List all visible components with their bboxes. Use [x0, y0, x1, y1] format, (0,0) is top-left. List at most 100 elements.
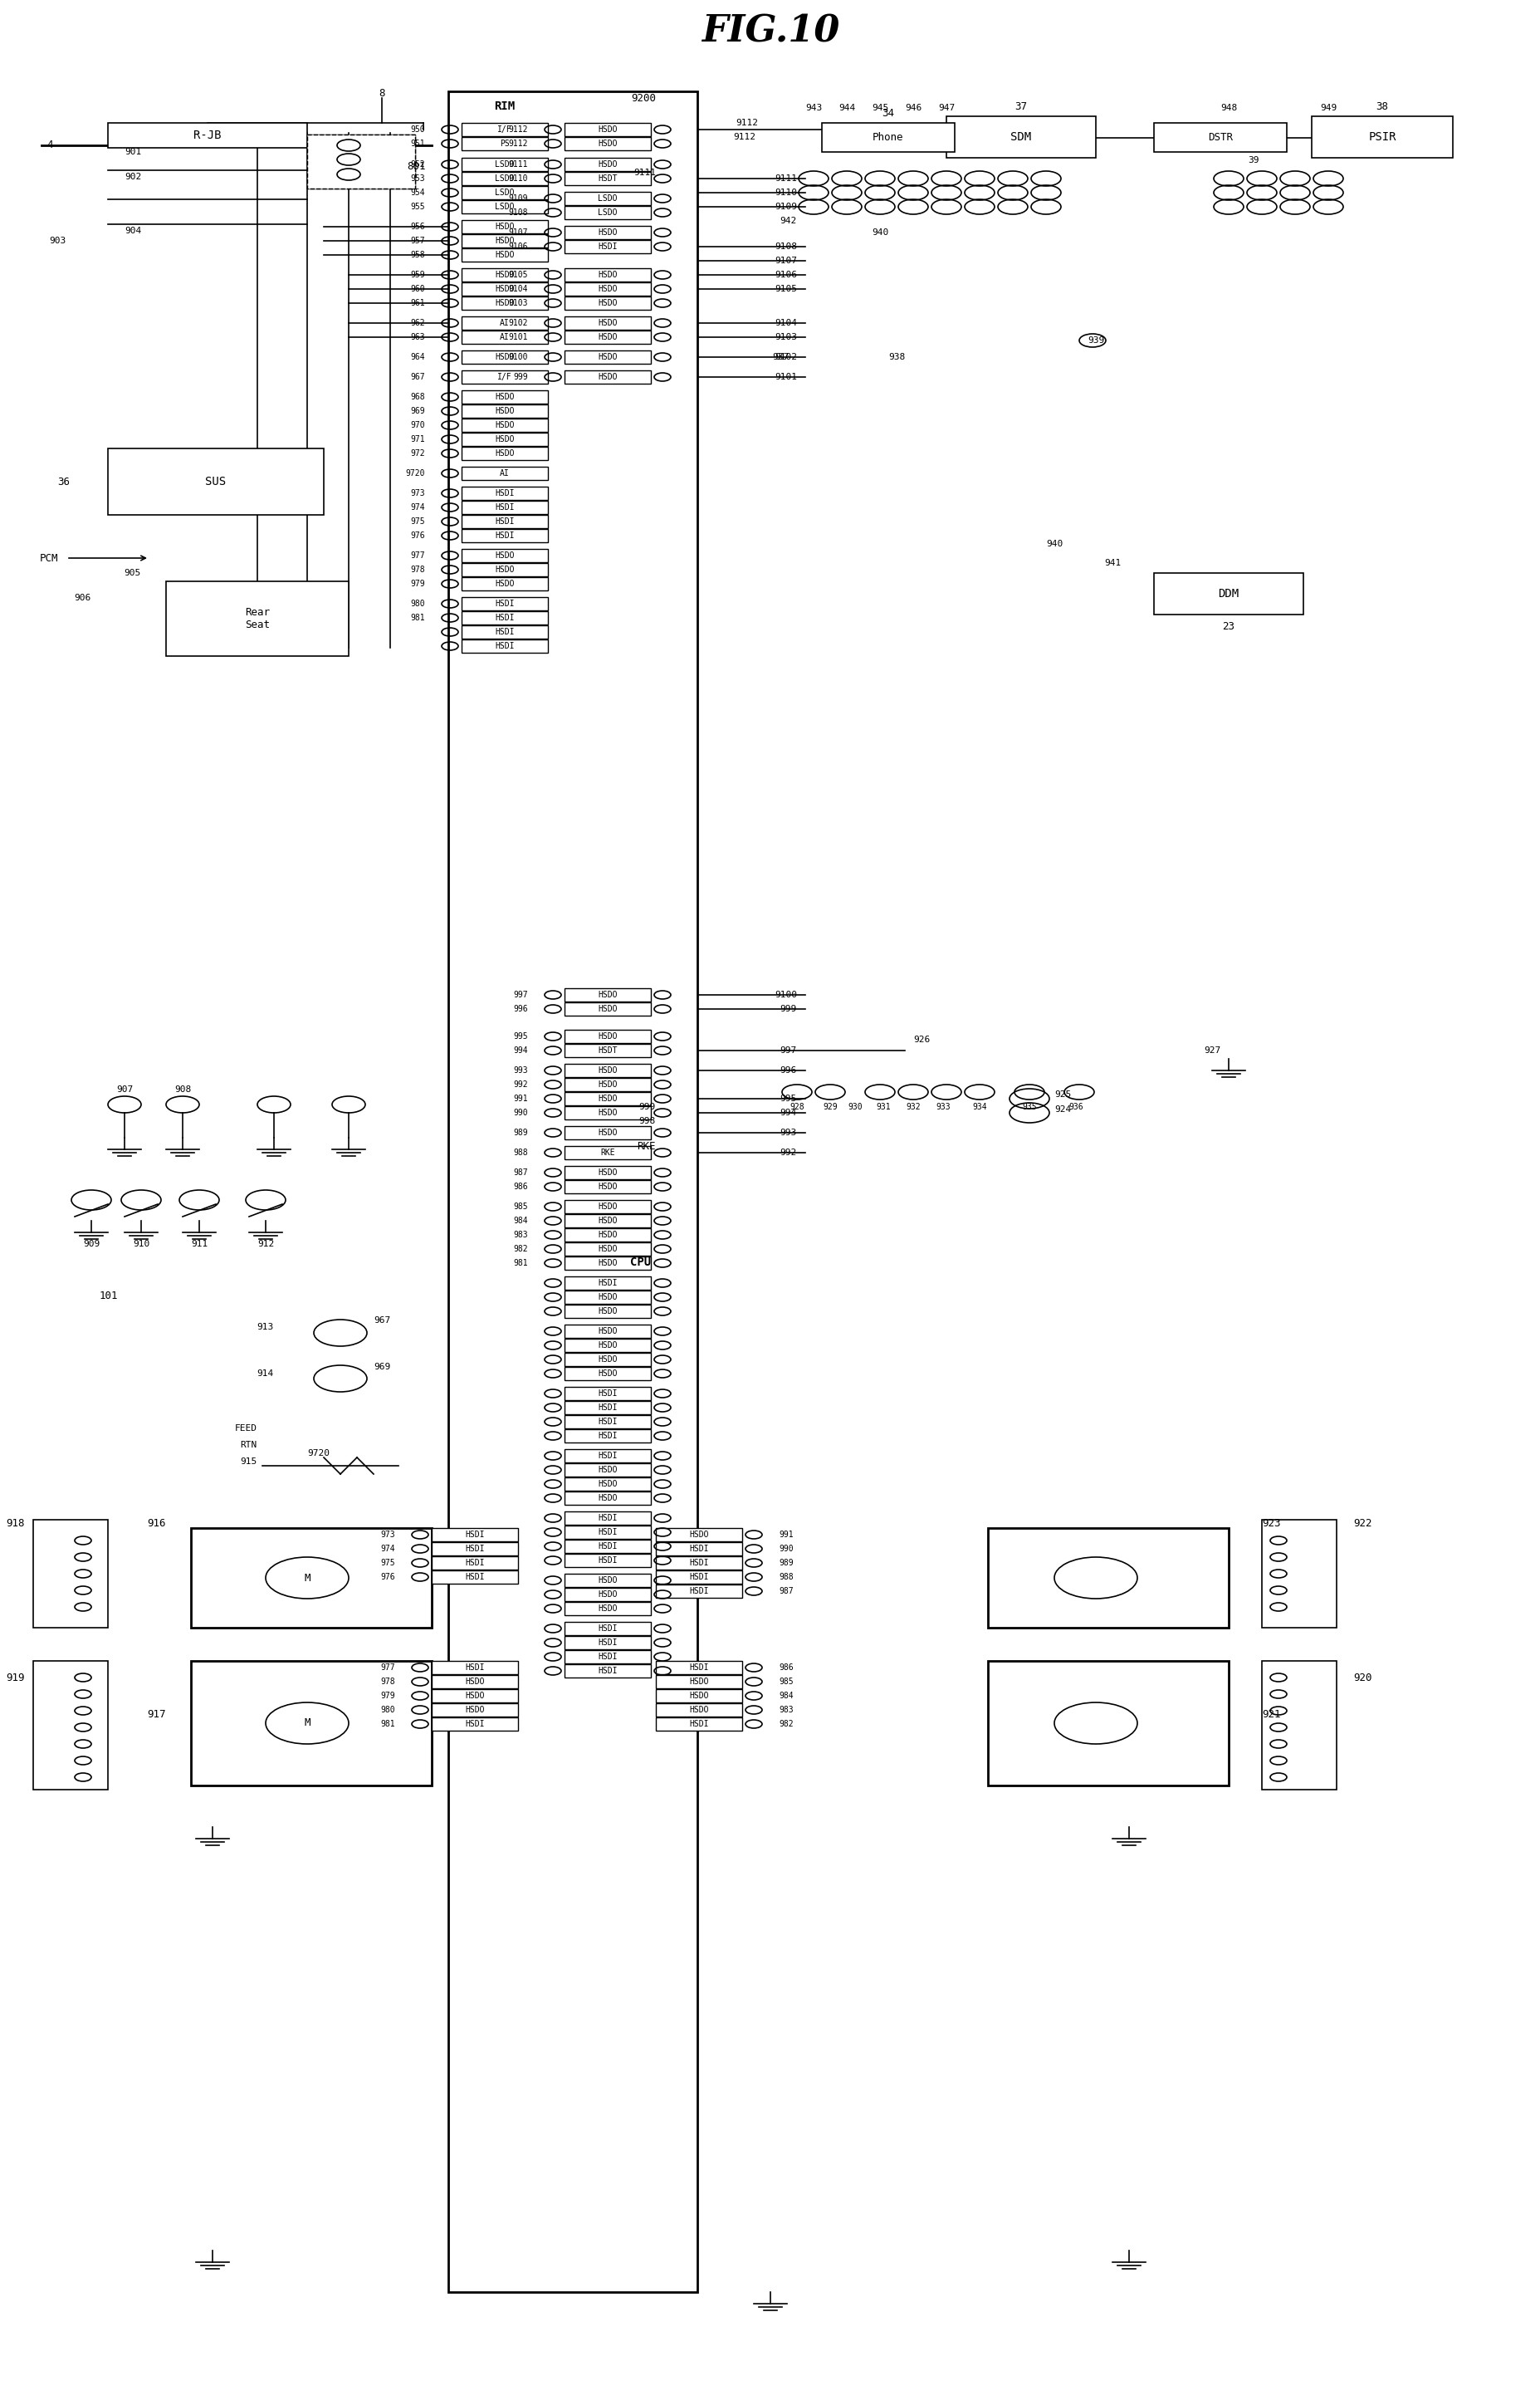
- Bar: [166, 582, 348, 657]
- Text: 9103: 9103: [508, 298, 528, 308]
- Text: 989: 989: [513, 1128, 528, 1138]
- Text: 973: 973: [380, 1530, 394, 1539]
- Text: SUS: SUS: [205, 476, 226, 488]
- Text: HSDO: HSDO: [598, 1308, 618, 1316]
- Text: 924: 924: [1053, 1106, 1070, 1114]
- Text: 974: 974: [410, 503, 425, 512]
- Text: M: M: [303, 1717, 310, 1729]
- Text: HSDT: HSDT: [598, 1046, 618, 1056]
- Text: HSDO: HSDO: [598, 332, 618, 342]
- Text: HSDO: HSDO: [598, 1080, 618, 1089]
- Bar: [656, 1674, 742, 1688]
- Bar: [564, 1664, 650, 1679]
- Bar: [564, 1477, 650, 1491]
- Text: HSDI: HSDI: [688, 1720, 708, 1729]
- Bar: [564, 1450, 650, 1462]
- Text: HSDI: HSDI: [494, 503, 514, 512]
- Text: 909: 909: [83, 1241, 100, 1248]
- Bar: [564, 351, 650, 363]
- Text: 980: 980: [380, 1705, 394, 1715]
- Text: 956: 956: [410, 224, 425, 231]
- Bar: [462, 296, 548, 310]
- Bar: [462, 529, 548, 541]
- Text: 967: 967: [373, 1316, 390, 1325]
- Bar: [462, 625, 548, 640]
- Bar: [564, 1388, 650, 1400]
- Bar: [987, 1527, 1227, 1628]
- Text: 996: 996: [779, 1065, 796, 1075]
- Bar: [306, 135, 414, 188]
- Bar: [564, 988, 650, 1000]
- Bar: [462, 171, 548, 185]
- Text: CPU: CPU: [630, 1255, 651, 1267]
- Text: HSDO: HSDO: [598, 139, 618, 147]
- Text: 957: 957: [410, 236, 425, 245]
- Bar: [564, 1092, 650, 1106]
- Text: 9101: 9101: [508, 332, 528, 342]
- Bar: [656, 1542, 742, 1556]
- Text: HSDO: HSDO: [598, 1479, 618, 1489]
- Bar: [462, 596, 548, 611]
- Text: 911: 911: [191, 1241, 208, 1248]
- Bar: [656, 1570, 742, 1582]
- Text: 992: 992: [513, 1080, 528, 1089]
- Text: 968: 968: [410, 392, 425, 402]
- Text: 34: 34: [881, 108, 895, 118]
- Text: 9111: 9111: [508, 161, 528, 168]
- Text: HSDI: HSDI: [494, 532, 514, 539]
- Text: 976: 976: [410, 532, 425, 539]
- Text: 995: 995: [779, 1094, 796, 1104]
- Text: 913: 913: [257, 1323, 274, 1332]
- Text: 973: 973: [410, 488, 425, 498]
- Text: HSDO: HSDO: [494, 250, 514, 260]
- Text: HSDO: HSDO: [688, 1691, 708, 1700]
- Text: 990: 990: [513, 1109, 528, 1116]
- Text: HSDI: HSDI: [598, 1513, 618, 1522]
- Bar: [564, 1429, 650, 1443]
- Text: 991: 991: [778, 1530, 793, 1539]
- Text: HSDO: HSDO: [688, 1530, 708, 1539]
- Text: HSDO: HSDO: [494, 435, 514, 443]
- Text: HSDO: HSDO: [494, 298, 514, 308]
- Text: R-JB: R-JB: [194, 130, 222, 142]
- Text: HSDO: HSDO: [598, 320, 618, 327]
- Bar: [462, 329, 548, 344]
- Bar: [564, 1539, 650, 1554]
- Text: 972: 972: [410, 450, 425, 457]
- Bar: [564, 1621, 650, 1635]
- Text: 4: 4: [46, 139, 52, 152]
- Bar: [564, 1277, 650, 1289]
- Bar: [564, 171, 650, 185]
- Text: HSDI: HSDI: [598, 1417, 618, 1426]
- Bar: [987, 1662, 1227, 1785]
- Text: 994: 994: [513, 1046, 528, 1056]
- Bar: [564, 1044, 650, 1058]
- Text: 932: 932: [906, 1104, 919, 1111]
- Text: HSDI: HSDI: [494, 599, 514, 608]
- Text: 984: 984: [778, 1691, 793, 1700]
- Text: HSDO: HSDO: [598, 1258, 618, 1267]
- Text: 964: 964: [410, 354, 425, 361]
- Text: 9108: 9108: [775, 243, 796, 250]
- Text: 9104: 9104: [775, 320, 796, 327]
- Text: 979: 979: [410, 580, 425, 587]
- Text: 977: 977: [380, 1664, 394, 1671]
- Text: 914: 914: [257, 1368, 274, 1378]
- Text: RKE: RKE: [638, 1140, 656, 1152]
- Text: HSDO: HSDO: [494, 392, 514, 402]
- Bar: [431, 1674, 517, 1688]
- Bar: [564, 1291, 650, 1304]
- Bar: [564, 281, 650, 296]
- Text: 8: 8: [379, 87, 385, 99]
- Text: 9111: 9111: [633, 168, 656, 178]
- Text: 9106: 9106: [775, 272, 796, 279]
- Text: 917: 917: [148, 1710, 166, 1720]
- Text: AI: AI: [499, 332, 510, 342]
- Text: 984: 984: [513, 1217, 528, 1224]
- Text: 9110: 9110: [775, 188, 796, 197]
- Text: 975: 975: [380, 1558, 394, 1568]
- Bar: [462, 281, 548, 296]
- Bar: [656, 1703, 742, 1717]
- Text: 948: 948: [1220, 103, 1237, 113]
- Text: HSDI: HSDI: [494, 628, 514, 637]
